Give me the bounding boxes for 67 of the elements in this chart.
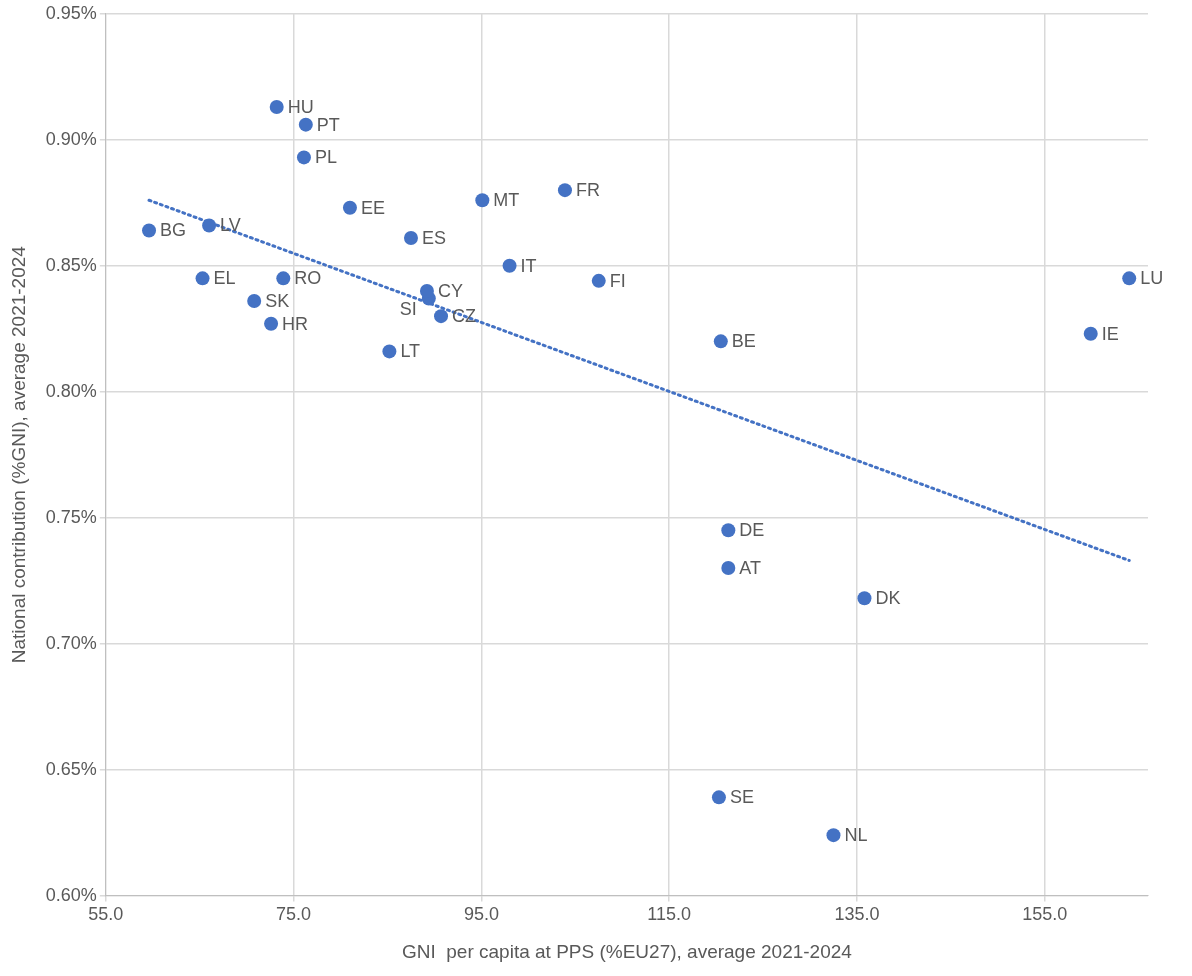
series-label: HU [287,96,314,117]
series-label: MT [493,190,520,211]
series-label: DK [875,588,901,609]
point [826,828,841,843]
series-label: HR [282,313,309,334]
series-label: RO [294,268,322,289]
series-label: CY [437,280,463,301]
point [475,193,490,208]
series-label: AT [739,558,761,579]
series-label: PL [314,147,337,168]
point [342,200,357,215]
x-tick-label: 155.0 [1022,904,1068,925]
point [142,223,157,238]
series-label: LT [400,341,421,362]
series-label: PT [316,114,340,135]
series-label: BE [731,331,756,352]
y-tick-label: 0.90% [45,128,97,149]
point [713,334,728,349]
y-tick-label: 0.80% [45,380,97,401]
point [591,273,606,288]
y-tick-label: 0.65% [45,758,97,779]
point [419,283,434,298]
series-label: EE [360,197,385,218]
point [247,294,262,309]
series-label: SI [399,299,417,320]
point [711,790,726,805]
y-axis-title: National contribution (%GNI), average 2021-2024 [7,245,29,664]
y-tick-label: 0.75% [45,506,97,527]
point [195,271,210,286]
point [403,231,418,246]
y-tick-label: 0.85% [45,254,97,275]
point [721,523,736,538]
point [434,309,449,324]
point [857,591,872,606]
x-tick-label: 135.0 [834,904,880,925]
x-tick-label: 55.0 [88,904,124,925]
series-label: BG [160,220,187,241]
x-tick-label: 115.0 [647,904,692,925]
series-label: ES [421,228,446,248]
series-label: EL [213,268,236,289]
point [502,258,517,273]
y-tick-label: 0.95% [45,2,97,23]
series-label: DE [739,520,765,541]
series-label: SK [265,290,290,311]
point [382,344,397,359]
point [298,117,313,132]
series-label: FI [609,270,626,291]
point [721,561,736,576]
series-label: SE [729,787,754,808]
x-tick-label: 95.0 [463,904,499,925]
y-tick-label: 0.60% [45,884,97,905]
series-label: FR [575,180,600,201]
series-label: LU [1140,268,1164,289]
point [269,100,284,115]
x-axis-title: GNI per capita at PPS (%EU27), average 2021-2024 [401,940,853,962]
x-tick-label: 75.0 [276,904,312,925]
series-label: IE [1101,323,1119,344]
y-tick-label: 0.70% [45,632,97,653]
point [1122,271,1137,286]
point [1083,326,1098,341]
point [276,271,291,286]
series-label: NL [844,825,868,846]
point [264,316,279,331]
point [557,183,572,198]
point [296,150,311,165]
point [202,218,217,233]
series-label: IT [520,255,537,276]
